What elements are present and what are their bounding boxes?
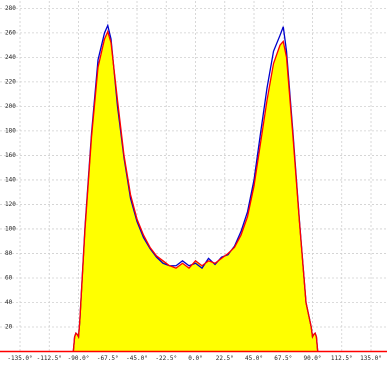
- y-tick-label: 80: [5, 250, 13, 257]
- y-tick-label: 20: [5, 323, 13, 330]
- x-tick-label: -135.0°: [7, 355, 32, 362]
- y-tick-label: 280: [5, 5, 16, 12]
- y-tick-label: 60: [5, 274, 13, 281]
- x-tick-label: -67.5°: [97, 355, 119, 362]
- x-tick-label: 112.5°: [331, 355, 353, 362]
- y-tick-label: 180: [5, 127, 16, 134]
- x-tick-label: 22.5°: [216, 355, 234, 362]
- series-line: [72, 29, 319, 352]
- x-tick-label: 0.0°: [188, 355, 202, 362]
- y-tick-label: 120: [5, 201, 16, 208]
- y-tick-label: 240: [5, 54, 16, 61]
- y-tick-label: 140: [5, 176, 16, 183]
- x-tick-label: -90.0°: [68, 355, 90, 362]
- y-tick-label: 160: [5, 152, 16, 159]
- x-tick-label: -112.5°: [37, 355, 62, 362]
- x-tick-label: 45.0°: [245, 355, 263, 362]
- y-tick-label: 220: [5, 78, 16, 85]
- x-tick-label: 67.5°: [274, 355, 292, 362]
- x-tick-label: -45.0°: [126, 355, 148, 362]
- y-tick-label: 260: [5, 29, 16, 36]
- y-tick-label: 100: [5, 225, 16, 232]
- x-tick-label: -22.5°: [155, 355, 177, 362]
- y-tick-label: 200: [5, 103, 16, 110]
- area-fill: [73, 31, 318, 352]
- y-tick-label: 40: [5, 299, 13, 306]
- x-tick-label: 90.0°: [303, 355, 321, 362]
- x-tick-label: 135.0°: [360, 355, 382, 362]
